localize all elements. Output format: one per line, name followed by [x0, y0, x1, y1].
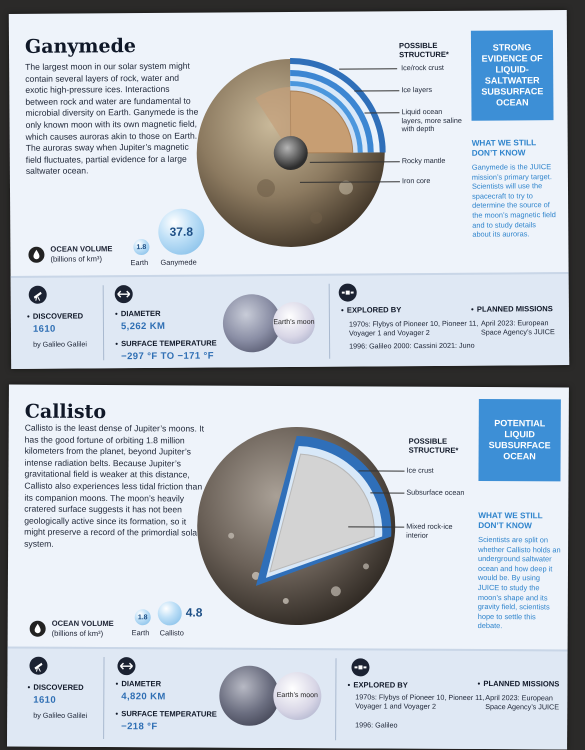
- surface-temperature-heading: SURFACE TEMPERATURE: [115, 709, 217, 719]
- divider: [328, 283, 331, 359]
- telescope-icon: [28, 285, 47, 304]
- satellite-icon: [338, 283, 357, 302]
- earth-caption: Earth: [130, 257, 149, 268]
- diameter-value: 4,820 KM: [121, 691, 166, 703]
- diameter-heading: DIAMETER: [115, 679, 161, 688]
- explored-by-heading: EXPLORED BY: [341, 305, 401, 314]
- structure-label-liquid-ocean: Liquid ocean layers, more saline with de…: [401, 106, 462, 134]
- evidence-box: STRONG EVIDENCE OF LIQUID-SALTWATER SUBS…: [470, 30, 554, 121]
- earth-ocean-bubble: 1.8: [134, 609, 151, 626]
- structure-label-mixed-interior: Mixed rock-ice interior: [406, 521, 453, 540]
- callisto-ocean-value: 4.8: [185, 605, 203, 620]
- water-drop-icon: [29, 620, 46, 637]
- explored-by-1970s: 1970s: Flybys of Pioneer 10, Pioneer 11,…: [348, 318, 479, 338]
- planned-missions-heading: PLANNED MISSIONS: [471, 304, 553, 314]
- evidence-box: POTENTIAL LIQUID SUBSURFACE OCEAN: [478, 398, 561, 482]
- structure-label-subsurface-ocean: Subsurface ocean: [406, 487, 465, 497]
- earth-ocean-bubble: 1.8: [133, 238, 150, 256]
- diameter-heading: DIAMETER: [115, 309, 161, 318]
- what-we-dont-know-text: Ganymede is the JUICE mission’s primary …: [471, 162, 556, 239]
- page-title: Callisto: [24, 400, 107, 424]
- telescope-icon: [29, 656, 48, 675]
- earth-caption: Earth: [131, 628, 150, 638]
- moon-caption: Callisto: [159, 628, 184, 638]
- divider: [335, 658, 337, 741]
- earths-moon-image: Earth’s moon: [273, 671, 322, 721]
- surface-temperature-value: −218 °F: [121, 721, 158, 733]
- what-we-dont-know-text: Scientists are split on whether Callisto…: [477, 534, 561, 631]
- structure-label-ice-rock-crust: Ice/rock crust: [401, 62, 444, 73]
- ocean-volume-units: (billions of km³): [50, 254, 102, 264]
- leader-line: [354, 90, 400, 92]
- satellite-icon: [351, 658, 370, 677]
- what-we-dont-know-heading: WHAT WE STILL DON’T KNOW: [478, 510, 543, 531]
- divider: [103, 657, 105, 740]
- diameter-arrows-icon: [114, 285, 133, 304]
- callisto-ocean-bubble: [157, 601, 182, 626]
- leader-line: [370, 492, 405, 494]
- water-drop-icon: [28, 246, 45, 263]
- callisto-page: Callisto Callisto is the least dense of …: [7, 384, 569, 750]
- intro-text: The largest moon in our solar system mig…: [25, 60, 199, 177]
- explored-by-heading: EXPLORED BY: [347, 680, 407, 689]
- what-we-dont-know-heading: WHAT WE STILL DON’T KNOW: [471, 138, 536, 158]
- discovered-heading: DISCOVERED: [27, 683, 83, 692]
- explored-by-later: 1996: Galileo 2000: Cassini 2021: Juno: [349, 340, 475, 351]
- ocean-volume-label: OCEAN VOLUME: [51, 618, 114, 629]
- divider: [102, 285, 105, 361]
- callisto-cutaway-illustration: [196, 426, 397, 627]
- moon-caption: Ganymede: [160, 257, 197, 267]
- structure-heading: POSSIBLE STRUCTURE*: [408, 436, 459, 455]
- planned-missions-heading: PLANNED MISSIONS: [477, 679, 559, 688]
- facts-footer: DISCOVERED 1610 by Galileo Galilei DIAME…: [7, 646, 568, 750]
- discovered-by: by Galileo Galilei: [33, 339, 88, 349]
- structure-label-rocky-mantle: Rocky mantle: [401, 155, 446, 166]
- facts-footer: DISCOVERED 1610 by Galileo Galilei DIAME…: [10, 272, 570, 369]
- discovered-heading: DISCOVERED: [27, 311, 83, 320]
- discovered-by: by Galileo Galilei: [33, 710, 88, 720]
- diameter-arrows-icon: [117, 657, 136, 676]
- ocean-volume-label: OCEAN VOLUME: [50, 244, 113, 254]
- discovered-year: 1610: [33, 694, 57, 706]
- planned-missions-text: April 2023: European Space Agency’s JUIC…: [480, 318, 555, 337]
- explored-by-later: 1996: Galileo: [355, 720, 398, 730]
- leader-line: [364, 112, 400, 114]
- leader-line: [339, 68, 398, 70]
- surface-temperature-heading: SURFACE TEMPERATURE: [115, 339, 217, 349]
- surface-temperature-value: −297 °F TO −171 °F: [121, 350, 214, 363]
- ganymede-cutaway-illustration: [195, 57, 387, 248]
- ocean-volume-units: (billions of km³): [51, 628, 104, 639]
- ganymede-ocean-bubble: 37.8: [158, 208, 205, 255]
- page-title: Ganymede: [24, 35, 137, 58]
- explored-by-1970s: 1970s: Flybys of Pioneer 10, Pioneer 11,…: [355, 692, 485, 711]
- planned-missions-text: April 2023: European Space Agency’s JUIC…: [485, 693, 560, 712]
- structure-heading: POSSIBLE STRUCTURE*: [398, 40, 449, 60]
- intro-text: Callisto is the least dense of Jupiter’s…: [24, 422, 205, 549]
- ganymede-page: Ganymede The largest moon in our solar s…: [8, 10, 570, 369]
- callisto-globe-image: [219, 665, 280, 726]
- structure-label-ice-layers: Ice layers: [401, 84, 433, 95]
- diameter-value: 5,262 KM: [120, 320, 166, 333]
- earths-moon-image: Earth’s moon: [272, 301, 316, 345]
- discovered-year: 1610: [32, 323, 56, 335]
- structure-label-iron-core: Iron core: [401, 176, 431, 186]
- structure-label-ice-crust: Ice crust: [406, 465, 434, 475]
